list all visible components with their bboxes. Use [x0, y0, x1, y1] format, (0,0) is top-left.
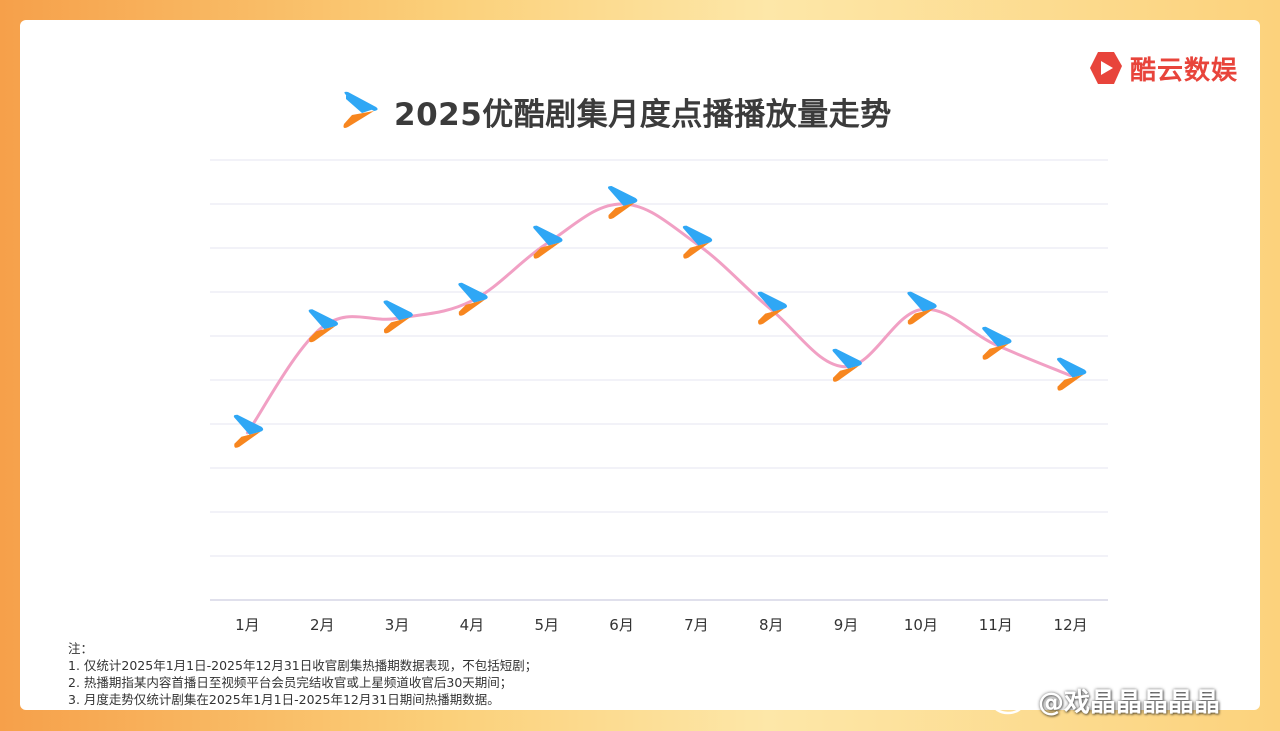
marker-bottom-shape: [309, 326, 336, 343]
marker-top-shape: [1056, 357, 1087, 378]
marker-bottom-shape: [907, 308, 934, 325]
data-point-marker: [682, 225, 713, 259]
watermark-text: @戏晶晶晶晶晶: [1038, 687, 1221, 718]
x-tick-label: 7月: [684, 616, 709, 634]
data-point-marker: [982, 326, 1012, 360]
data-point-marker: [757, 291, 788, 325]
marker-bottom-shape: [1057, 374, 1084, 391]
x-tick-label: 5月: [534, 616, 559, 634]
data-point-marker: [832, 348, 862, 382]
x-tick-label: 8月: [759, 616, 784, 634]
marker-bottom-shape: [758, 308, 785, 325]
data-point-marker: [383, 300, 413, 334]
marker-top-shape: [533, 225, 563, 246]
marker-top-shape: [682, 225, 713, 246]
chart-card: [20, 20, 1260, 710]
series-line: [245, 202, 1073, 435]
marker-bottom-shape: [458, 299, 485, 316]
data-point-marker: [533, 225, 563, 259]
note-3: 3. 月度走势仅统计剧集在2025年1月1日-2025年12月31日期间热播期数…: [68, 692, 500, 707]
weibo-icon: [991, 687, 1028, 715]
x-tick-label: 4月: [460, 616, 485, 634]
gridlines: [210, 159, 1108, 601]
watermark: @戏晶晶晶晶晶: [990, 678, 1220, 722]
x-tick-label: 11月: [979, 616, 1013, 634]
x-tick-label: 6月: [609, 616, 634, 634]
data-point-marker: [458, 282, 488, 316]
x-tick-label: 9月: [834, 616, 859, 634]
x-tick-label: 1月: [235, 616, 260, 634]
x-tick-label: 12月: [1054, 616, 1088, 634]
marker-top-shape: [607, 186, 638, 206]
data-point-marker: [1056, 357, 1087, 391]
marker-bottom-shape: [982, 343, 1009, 360]
marker-top-shape: [383, 300, 413, 321]
x-tick-label: 3月: [385, 616, 410, 634]
note-2: 2. 热播期指某内容首播日至视频平台会员完结收官或上星频道收官后30天期间；: [68, 675, 513, 690]
marker-bottom-shape: [234, 431, 261, 448]
data-point-marker: [308, 309, 339, 343]
marker-top-shape: [757, 291, 788, 312]
marker-top-shape: [982, 326, 1012, 347]
data-point-marker: [233, 414, 264, 448]
x-tick-label: 2月: [310, 616, 335, 634]
x-tick-label: 10月: [904, 616, 938, 634]
notes-heading: 注：: [68, 641, 94, 656]
brand-play-icon: [1090, 52, 1122, 84]
brand-logo: 酷云数娱: [1088, 50, 1238, 86]
chart-title-block: 2025优酷剧集月度点播播放量走势: [340, 86, 892, 136]
brand-name: 酷云数娱: [1130, 55, 1239, 86]
marker-bottom-shape: [533, 242, 560, 259]
marker-bottom-shape: [832, 365, 860, 382]
marker-bottom-shape: [683, 242, 710, 259]
marker-bottom-shape: [383, 317, 411, 334]
marker-top-shape: [832, 348, 862, 369]
data-point-marker: [907, 291, 937, 325]
notes: 注： 1. 仅统计2025年1月1日-2025年12月31日收官剧集热播期数据表…: [68, 640, 537, 708]
chart-title: 2025优酷剧集月度点播播放量走势: [394, 96, 892, 133]
marker-top-shape: [907, 291, 937, 312]
note-1: 1. 仅统计2025年1月1日-2025年12月31日收官剧集热播期数据表现，不…: [68, 658, 538, 673]
data-point-marker: [607, 186, 638, 219]
marker-bottom-shape: [608, 203, 635, 219]
marker-top-shape: [458, 282, 488, 303]
marker-top-shape: [308, 309, 339, 330]
marker-top-shape: [233, 414, 264, 435]
youku-logo-icon: [343, 91, 378, 128]
